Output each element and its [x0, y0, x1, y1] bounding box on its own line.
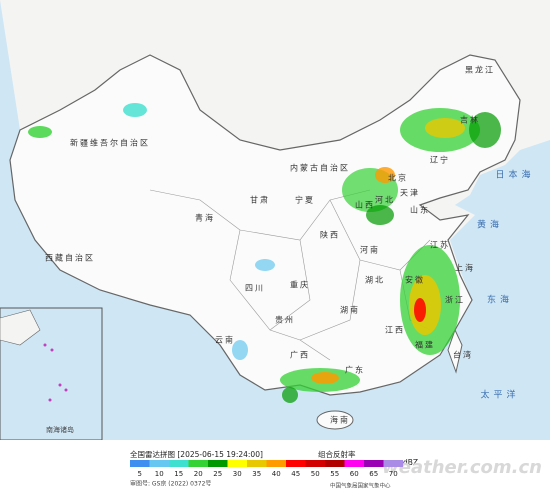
region-label: 北京 — [388, 173, 408, 183]
region-label: 广西 — [290, 350, 310, 360]
province-borders — [149, 189, 431, 361]
legend-title: 全国雷达拼图 [2025-06-15 19:24:00] — [130, 449, 263, 459]
legend-swatch — [188, 460, 208, 467]
hainan — [316, 410, 354, 430]
legend-swatch — [149, 460, 169, 467]
region-label: 西藏自治区 — [45, 253, 95, 263]
legend-swatch — [383, 460, 403, 467]
legend-swatch — [227, 460, 247, 467]
region-label: 甘肃 — [250, 195, 270, 205]
legend-tick-label: 30 — [233, 470, 242, 478]
region-label: 河南 — [360, 245, 380, 255]
legend-tick-label: 20 — [194, 470, 203, 478]
legend-unit: dBZ — [403, 458, 418, 467]
legend-tick-label: 25 — [213, 470, 222, 478]
region-label: 山西 — [355, 200, 375, 210]
sea-label: 黄海 — [477, 219, 503, 231]
region-label: 湖南 — [340, 305, 360, 315]
region-label: 黑龙江 — [465, 65, 495, 75]
legend-swatch — [247, 460, 267, 467]
region-label: 青海 — [195, 213, 215, 223]
legend-swatch — [364, 460, 384, 467]
legend-tick-label: 5 — [138, 470, 142, 478]
taiwan — [447, 328, 463, 374]
legend-tick-label: 40 — [272, 470, 281, 478]
region-label: 宁夏 — [295, 195, 315, 205]
legend-swatch — [208, 460, 228, 467]
sea-label: 日本海 — [495, 169, 534, 181]
region-label: 吉林 — [460, 115, 480, 125]
region-label: 辽宁 — [430, 155, 450, 165]
region-label: 山东 — [410, 205, 430, 215]
region-label: 湖北 — [365, 276, 385, 285]
region-label: 内蒙古自治区 — [290, 163, 350, 173]
product-name: 组合反射率 — [318, 449, 356, 459]
region-label: 福建 — [415, 340, 435, 350]
radar-echoes — [5, 103, 501, 403]
legend-tick-label: 65 — [369, 470, 378, 478]
region-label: 台湾 — [453, 350, 473, 360]
region-label: 河北 — [375, 195, 395, 205]
region-label: 贵州 — [275, 315, 295, 325]
region-label: 江苏 — [430, 240, 450, 250]
sea-label: 太平洋 — [480, 389, 519, 401]
legend-swatch — [305, 460, 325, 467]
region-label: 上海 — [455, 263, 475, 273]
region-label: 南海诸岛 — [46, 425, 74, 434]
region-label: 云南 — [215, 335, 235, 345]
region-label: 江西 — [385, 326, 405, 335]
region-label: 天津 — [400, 188, 420, 198]
watermark: weather.com.cn — [382, 457, 542, 478]
region-label: 新疆维吾尔自治区 — [70, 138, 150, 148]
china-outline — [9, 54, 521, 396]
region-label: 广东 — [345, 365, 365, 375]
legend-tick-label: 70 — [389, 470, 398, 478]
legend-tick-label: 45 — [291, 470, 300, 478]
legend-swatch — [130, 460, 150, 467]
region-label: 安徽 — [405, 275, 425, 285]
legend-tick-label: 50 — [311, 470, 320, 478]
legend-swatch — [266, 460, 286, 467]
region-label: 重庆 — [290, 280, 310, 290]
legend-tick-label: 55 — [330, 470, 339, 478]
region-label: 浙江 — [445, 295, 465, 305]
legend-swatch — [325, 460, 345, 467]
legend-tick-label: 10 — [155, 470, 164, 478]
legend-tick-label: 35 — [252, 470, 261, 478]
legend-swatch — [169, 460, 189, 467]
islands — [43, 343, 68, 402]
region-label: 陕西 — [320, 230, 340, 240]
legend-swatch — [344, 460, 364, 467]
region-label: 四川 — [245, 284, 265, 293]
region-label: 海南 — [330, 415, 350, 425]
legend-tick-label: 15 — [174, 470, 183, 478]
approval-number: 审图号: GS京 (2022) 0372号 — [130, 480, 211, 488]
sea-label: 东海 — [487, 294, 513, 306]
legend-swatch — [286, 460, 306, 467]
legend-tick-label: 60 — [350, 470, 359, 478]
inset-land — [0, 309, 41, 346]
agency: 中国气象局国家气象中心 — [330, 482, 391, 490]
